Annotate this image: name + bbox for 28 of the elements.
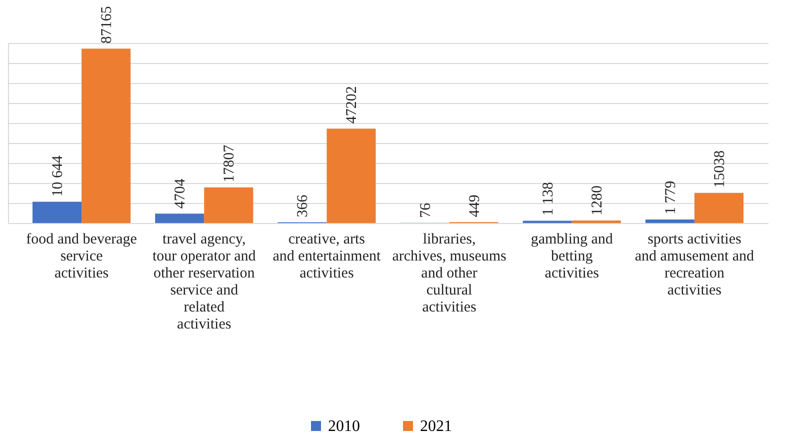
data-label: 15038 xyxy=(712,150,728,188)
bar xyxy=(155,214,204,223)
bar xyxy=(32,202,82,223)
data-label: 1 138 xyxy=(540,182,556,216)
bar xyxy=(572,220,621,223)
x-tick-label: food and beverage service activities xyxy=(26,232,138,282)
bar xyxy=(326,128,376,223)
x-tick-label: creative, arts and entertainment activities xyxy=(272,232,382,282)
legend-label: 2010 xyxy=(328,418,360,435)
data-label: 4704 xyxy=(172,178,189,209)
bar xyxy=(82,48,131,223)
data-label: 366 xyxy=(295,194,312,218)
data-label: 17807 xyxy=(222,144,238,182)
data-label: 10 644 xyxy=(50,154,66,197)
data-label: 87165 xyxy=(99,6,116,44)
data-label: 1 779 xyxy=(662,180,679,214)
x-tick-label: travel agency, tour operator and other reservation service and related activities xyxy=(152,232,256,332)
data-label: 1280 xyxy=(589,185,606,216)
data-label: 76 xyxy=(418,202,434,218)
bar xyxy=(694,192,744,223)
x-tick-label: gambling and betting activities xyxy=(530,232,614,282)
bar xyxy=(204,187,254,223)
bar xyxy=(645,219,694,223)
x-tick-label: libraries, archives, museums and other cultural activities xyxy=(392,232,507,316)
x-tick-label: sports activities and amusement and recreation activities xyxy=(634,232,755,298)
data-label: 449 xyxy=(466,194,483,218)
data-label: 47202 xyxy=(344,86,360,124)
legend-label: 2021 xyxy=(420,418,452,435)
